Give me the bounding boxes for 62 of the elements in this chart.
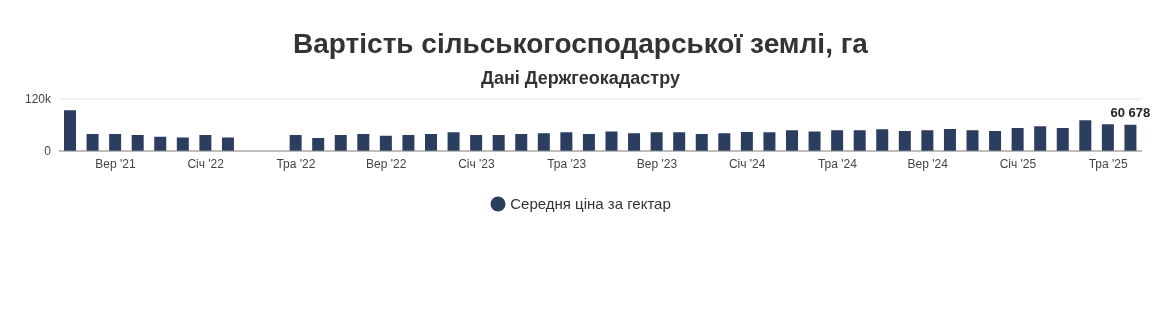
- bar: [853, 130, 866, 151]
- y-tick-label: 120k: [24, 92, 52, 107]
- bar: [966, 130, 979, 151]
- bar: [1101, 124, 1114, 151]
- bar: [64, 110, 76, 151]
- bar: [718, 133, 731, 151]
- bar: [1034, 126, 1047, 151]
- bar: [357, 134, 370, 151]
- bar: [1056, 128, 1069, 151]
- bar: [425, 134, 437, 151]
- bar: [1124, 124, 1137, 151]
- bar: [492, 134, 505, 151]
- bar: [131, 134, 144, 151]
- x-tick-label: Вер '21: [95, 156, 136, 171]
- bar: [763, 132, 776, 151]
- bar: [379, 135, 392, 151]
- bar: [199, 134, 212, 151]
- legend-label: Середня ціна за гектар: [510, 195, 671, 212]
- bar: [334, 134, 347, 151]
- x-tick-label: Вер '23: [636, 156, 678, 171]
- bar: [154, 136, 167, 151]
- bar: [943, 128, 956, 151]
- bar: [582, 134, 595, 151]
- bar: [921, 130, 934, 151]
- bar: [1011, 128, 1024, 151]
- bar: [289, 134, 302, 151]
- chart-title: Вартість сільськогосподарської землі, га: [292, 27, 869, 60]
- y-tick-label: 0: [44, 144, 52, 159]
- chart-subtitle: Дані Держгеокадастру: [480, 68, 681, 89]
- x-tick-label: Тра '25: [1088, 156, 1128, 171]
- x-tick-label: Тра '24: [817, 156, 858, 171]
- bar: [515, 134, 528, 151]
- bar: [989, 131, 1002, 151]
- bar: [109, 134, 122, 151]
- x-tick-label: Тра '22: [276, 156, 316, 171]
- bar: [605, 131, 618, 151]
- bar: [1079, 120, 1092, 151]
- x-tick-label: Тра '23: [547, 156, 587, 171]
- bar: [831, 130, 844, 151]
- x-tick-label: Вер '24: [907, 156, 949, 171]
- bar: [402, 134, 415, 151]
- bar: [876, 129, 889, 151]
- data-label: 60 678: [1110, 104, 1151, 120]
- x-tick-label: Січ '22: [187, 156, 225, 171]
- bar: [786, 130, 798, 151]
- bar: [537, 133, 550, 151]
- bar: [695, 134, 708, 151]
- x-tick-label: Січ '23: [458, 156, 496, 171]
- bar: [650, 132, 663, 151]
- x-tick-label: Січ '25: [999, 156, 1037, 171]
- bar: [560, 132, 573, 151]
- bar: [808, 131, 821, 151]
- bar: [312, 138, 325, 151]
- bar: [673, 132, 686, 151]
- x-tick-label: Вер '22: [365, 156, 407, 171]
- x-tick-label: Січ '24: [728, 156, 766, 171]
- bar: [898, 131, 911, 151]
- bar: [86, 134, 99, 151]
- bar: [447, 132, 460, 151]
- bar: [628, 133, 641, 151]
- bar: [740, 131, 753, 151]
- bar: [470, 134, 483, 151]
